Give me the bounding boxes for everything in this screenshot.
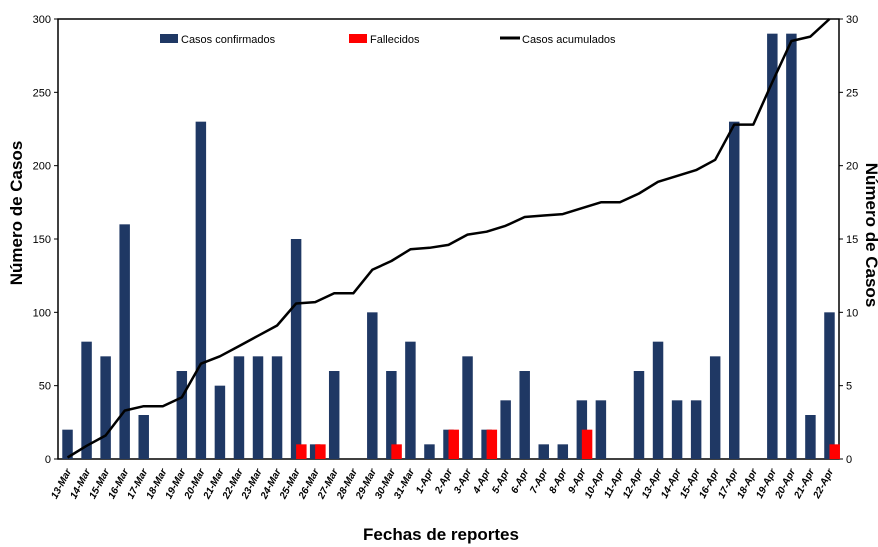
legend-label-acumulados: Casos acumulados xyxy=(522,34,616,46)
bar-casos-confirmados xyxy=(290,239,302,459)
y-tick-label-left: 300 xyxy=(33,14,51,26)
bar-casos-confirmados xyxy=(652,341,664,459)
y-tick-label-left: 200 xyxy=(33,161,51,173)
bar-fallecidos xyxy=(296,444,307,459)
bar-casos-confirmados xyxy=(176,371,188,459)
bar-casos-confirmados xyxy=(633,371,645,459)
bar-casos-confirmados xyxy=(405,341,416,459)
bar-casos-confirmados xyxy=(728,121,740,460)
y-tick-label-left: 150 xyxy=(33,234,51,246)
legend-label-confirmados: Casos confirmados xyxy=(181,34,276,46)
legend-swatch-confirmados xyxy=(160,34,178,43)
y-axis-title-left: Número de Casos xyxy=(7,141,26,286)
y-tick-label-right: 30 xyxy=(846,14,858,26)
bar-casos-confirmados xyxy=(138,415,149,459)
y-tick-label-left: 50 xyxy=(39,381,51,393)
y-tick-label-right: 0 xyxy=(846,454,852,466)
plot-frame xyxy=(57,18,840,460)
x-axis-title: Fechas de reportes xyxy=(363,525,519,544)
bar-casos-confirmados xyxy=(233,356,245,459)
bar-casos-confirmados xyxy=(805,415,816,459)
bar-fallecidos xyxy=(315,444,326,459)
bar-casos-confirmados xyxy=(690,400,702,459)
bar-casos-confirmados xyxy=(386,371,397,459)
plot-area: 05010015020025030005101520253013-Mar14-M… xyxy=(33,14,859,502)
bar-casos-confirmados xyxy=(271,356,283,459)
y-tick-label-left: 250 xyxy=(33,87,51,99)
y-tick-label-right: 10 xyxy=(846,307,858,319)
bar-casos-confirmados xyxy=(538,444,549,459)
bar-casos-confirmados xyxy=(576,400,588,459)
bar-casos-confirmados xyxy=(519,371,530,459)
bar-casos-confirmados xyxy=(367,312,378,459)
line-casos-acumulados xyxy=(66,18,831,459)
bar-casos-confirmados xyxy=(824,312,835,459)
bar-fallecidos xyxy=(448,429,459,459)
bar-fallecidos xyxy=(581,429,593,459)
bar-casos-confirmados xyxy=(557,444,569,459)
bar-casos-confirmados xyxy=(328,371,340,459)
bar-casos-confirmados xyxy=(709,356,721,459)
legend: Casos confirmados Fallecidos Casos acumu… xyxy=(160,34,616,46)
bar-casos-confirmados xyxy=(767,33,778,460)
bar-casos-confirmados xyxy=(252,356,264,459)
y-tick-label-left: 100 xyxy=(33,307,51,319)
bar-casos-confirmados xyxy=(62,429,73,459)
bar-fallecidos xyxy=(391,444,402,459)
bar-casos-confirmados xyxy=(786,33,797,460)
y-tick-label-right: 25 xyxy=(846,87,858,99)
legend-label-fallecidos: Fallecidos xyxy=(370,34,420,46)
bar-casos-confirmados xyxy=(671,400,683,459)
y-axis-title-right: Número de Casos xyxy=(862,163,878,308)
y-tick-label-right: 15 xyxy=(846,234,858,246)
y-tick-label-right: 5 xyxy=(846,381,852,393)
x-tick-label: 4-Apr xyxy=(471,466,494,496)
bar-casos-confirmados xyxy=(81,341,92,459)
bar-casos-confirmados xyxy=(595,400,607,459)
x-tick-label: 2-Apr xyxy=(433,466,456,496)
bar-casos-confirmados xyxy=(214,385,226,459)
bar-fallecidos xyxy=(486,429,498,459)
y-tick-label-left: 0 xyxy=(45,454,51,466)
bar-casos-confirmados xyxy=(500,400,511,459)
y-tick-label-right: 20 xyxy=(846,161,858,173)
bar-casos-confirmados xyxy=(119,224,130,459)
bar-casos-confirmados xyxy=(424,444,435,459)
bar-casos-confirmados xyxy=(100,356,111,459)
bar-fallecidos xyxy=(829,444,840,459)
bar-casos-confirmados xyxy=(462,356,473,459)
legend-swatch-fallecidos xyxy=(349,34,367,43)
bar-casos-confirmados xyxy=(195,121,207,460)
